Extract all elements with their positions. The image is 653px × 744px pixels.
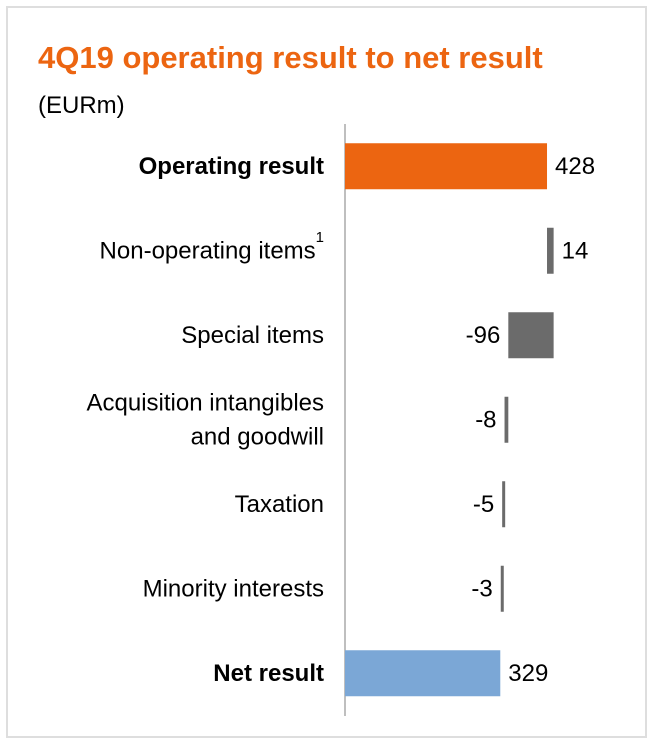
footnote-marker: 1	[316, 229, 324, 246]
bar-6	[345, 650, 501, 697]
bar-1	[547, 227, 554, 274]
category-label-3: Acquisition intangibles and goodwill	[87, 389, 324, 450]
bar-3	[504, 396, 509, 443]
bar-2	[508, 312, 554, 359]
category-label-4: Taxation	[235, 491, 324, 518]
value-label-2: -96	[466, 322, 501, 349]
category-label-1: Non-operating items1	[100, 229, 324, 265]
chart-title: 4Q19 operating result to net result	[38, 40, 543, 75]
category-label-2: Special items	[181, 322, 324, 349]
value-label-6: 329	[508, 660, 548, 687]
bar-0	[345, 143, 548, 190]
value-label-3: -8	[475, 406, 496, 433]
bar-5	[500, 565, 504, 612]
category-label-0: Operating result	[139, 153, 324, 180]
value-label-0: 428	[555, 153, 595, 180]
chart-frame	[6, 6, 647, 738]
bar-4	[502, 481, 506, 528]
value-label-4: -5	[473, 491, 494, 518]
value-label-5: -3	[471, 575, 492, 602]
chart-subtitle: (EURm)	[38, 92, 125, 119]
category-label-6: Net result	[213, 660, 324, 687]
category-label-5: Minority interests	[143, 575, 324, 602]
value-label-1: 14	[562, 237, 589, 264]
